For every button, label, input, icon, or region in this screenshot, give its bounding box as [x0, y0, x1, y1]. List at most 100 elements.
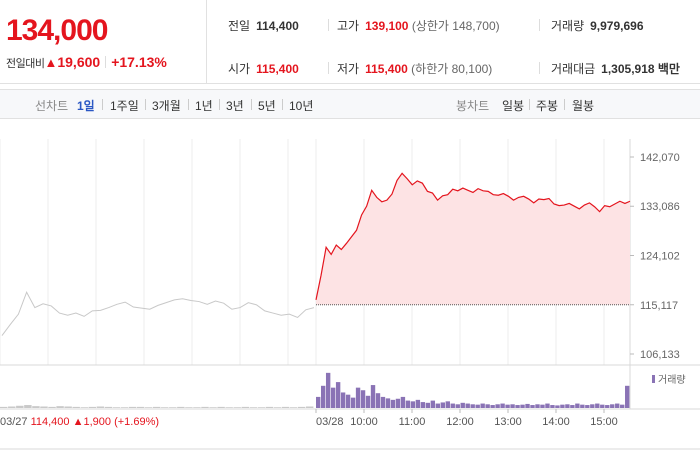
today-volume-bar	[415, 399, 421, 408]
prev-volume-bar	[169, 407, 177, 408]
prev-volume-bar	[88, 406, 97, 408]
divider	[102, 99, 103, 110]
today-volume-bar	[400, 396, 406, 408]
tab-1year[interactable]: 1년	[195, 99, 213, 113]
today-volume-bar	[360, 390, 366, 408]
tab-5year[interactable]: 5년	[258, 99, 276, 113]
today-volume-bar	[500, 403, 505, 408]
price-block: 134,000 전일대비▲19,600 +17.13%	[0, 0, 207, 84]
prev-day-price-line	[1, 291, 315, 336]
prev-volume-bar	[257, 407, 266, 408]
change-value: 19,600	[57, 54, 101, 70]
line-chart-title: 선차트	[35, 99, 69, 113]
today-volume-bar	[445, 401, 450, 408]
today-volume-bar	[385, 398, 391, 408]
price-chart[interactable]: 142,070 133,086 124,102 115,117 106,133 거래량 …	[0, 119, 700, 450]
stat-label: 저가	[337, 62, 360, 76]
stat-value: 1,305,918 백만	[601, 62, 680, 76]
today-volume-bar	[625, 385, 630, 408]
prev-volume-bar	[177, 406, 185, 408]
today-volume-bar	[610, 404, 615, 408]
stat-label: 거래량	[551, 19, 585, 33]
tab-daily-candle[interactable]: 일봉	[502, 99, 525, 113]
today-volume-bar	[620, 404, 625, 408]
today-volume-bar	[615, 403, 620, 408]
today-volume-bar	[540, 404, 545, 408]
stat-value: 139,100	[365, 19, 409, 33]
prev-volume-bar	[112, 407, 121, 408]
tab-3year[interactable]: 3년	[226, 99, 244, 113]
stat-label: 거래대금	[551, 62, 596, 76]
prev-volume-bar	[265, 406, 274, 408]
x-tick-label: 12:00	[446, 416, 474, 428]
divider	[539, 19, 540, 31]
current-price: 134,000	[6, 14, 108, 47]
candle-chart-title: 봉차트	[456, 99, 490, 113]
prev-volume-bar	[281, 406, 290, 408]
today-volume-bar	[370, 385, 376, 408]
today-volume-bar	[395, 398, 401, 408]
today-volume-bar	[480, 403, 485, 408]
volume-bars: 거래량	[0, 372, 686, 408]
chart-period-tabs: 선차트 1일 1주일 3개월 1년 3년 5년 10년 봉차트 일봉 주봉 월봉	[0, 89, 700, 119]
stat-value: 115,400	[365, 62, 408, 76]
today-volume-bar	[460, 402, 465, 408]
prev-volume-bar	[249, 407, 258, 408]
today-volume-bar	[470, 404, 475, 408]
tab-1week[interactable]: 1주일	[110, 99, 139, 113]
divider	[328, 62, 329, 74]
stat-prev-close: 전일 114,400	[228, 17, 299, 34]
today-volume-bar	[380, 396, 386, 408]
x-tick-label: 10:00	[350, 416, 378, 428]
divider	[282, 99, 283, 110]
prev-volume-bar	[209, 407, 217, 408]
x-axis: 03/28 10:00 11:00 12:00 13:00 14:00 15:00 03/27…	[0, 409, 618, 428]
up-triangle-icon: ▲	[44, 55, 58, 70]
divider	[145, 99, 146, 110]
prev-volume-bar	[40, 406, 48, 408]
prev-volume-bar	[161, 407, 169, 408]
today-volume-bar	[410, 401, 416, 408]
x-tick-label: 03/28	[316, 416, 344, 428]
today-volume-bar	[485, 404, 490, 408]
today-volume-bar	[405, 400, 411, 408]
volume-legend-swatch	[652, 375, 655, 383]
today-volume-bar	[565, 404, 570, 408]
today-volume-bar	[570, 405, 575, 408]
prev-volume-bar	[24, 405, 32, 408]
today-volume-bar	[605, 405, 610, 408]
tab-1day[interactable]: 1일	[77, 99, 95, 113]
today-volume-bar	[505, 404, 510, 408]
stat-trade-value: 거래대금 1,305,918 백만	[551, 60, 680, 77]
tab-10year[interactable]: 10년	[289, 99, 314, 113]
prev-volume-bar	[152, 406, 161, 408]
stat-open: 시가 115,400	[228, 60, 299, 77]
today-volume-bar	[340, 392, 346, 408]
stat-label: 시가	[228, 62, 251, 76]
today-volume-bar	[320, 385, 326, 408]
y-tick-label: 115,117	[640, 300, 678, 312]
today-volume-bar	[525, 403, 530, 408]
prev-volume-bar	[72, 406, 80, 408]
y-tick-label: 106,133	[640, 349, 680, 361]
today-volume-bar	[430, 400, 436, 408]
prev-volume-bar	[225, 407, 233, 408]
today-volume-bar	[510, 404, 515, 408]
prev-volume-bar	[289, 407, 298, 408]
stat-label: 전일	[228, 19, 251, 33]
today-volume-bar	[545, 403, 550, 408]
today-volume-bar	[490, 405, 495, 408]
tab-monthly-candle[interactable]: 월봉	[572, 99, 595, 113]
today-volume-bar	[560, 404, 565, 408]
change-line: 전일대비▲19,600 +17.13%	[6, 54, 167, 71]
prev-volume-bar	[144, 407, 153, 408]
today-volume-bar	[455, 404, 460, 408]
tab-weekly-candle[interactable]: 주봉	[536, 99, 559, 113]
prev-volume-bar	[201, 406, 209, 408]
today-price-line	[315, 172, 631, 301]
prev-volume-bar	[128, 406, 137, 408]
tab-3month[interactable]: 3개월	[152, 99, 181, 113]
today-volume-bar	[435, 403, 441, 408]
today-volume-bar	[375, 393, 381, 408]
